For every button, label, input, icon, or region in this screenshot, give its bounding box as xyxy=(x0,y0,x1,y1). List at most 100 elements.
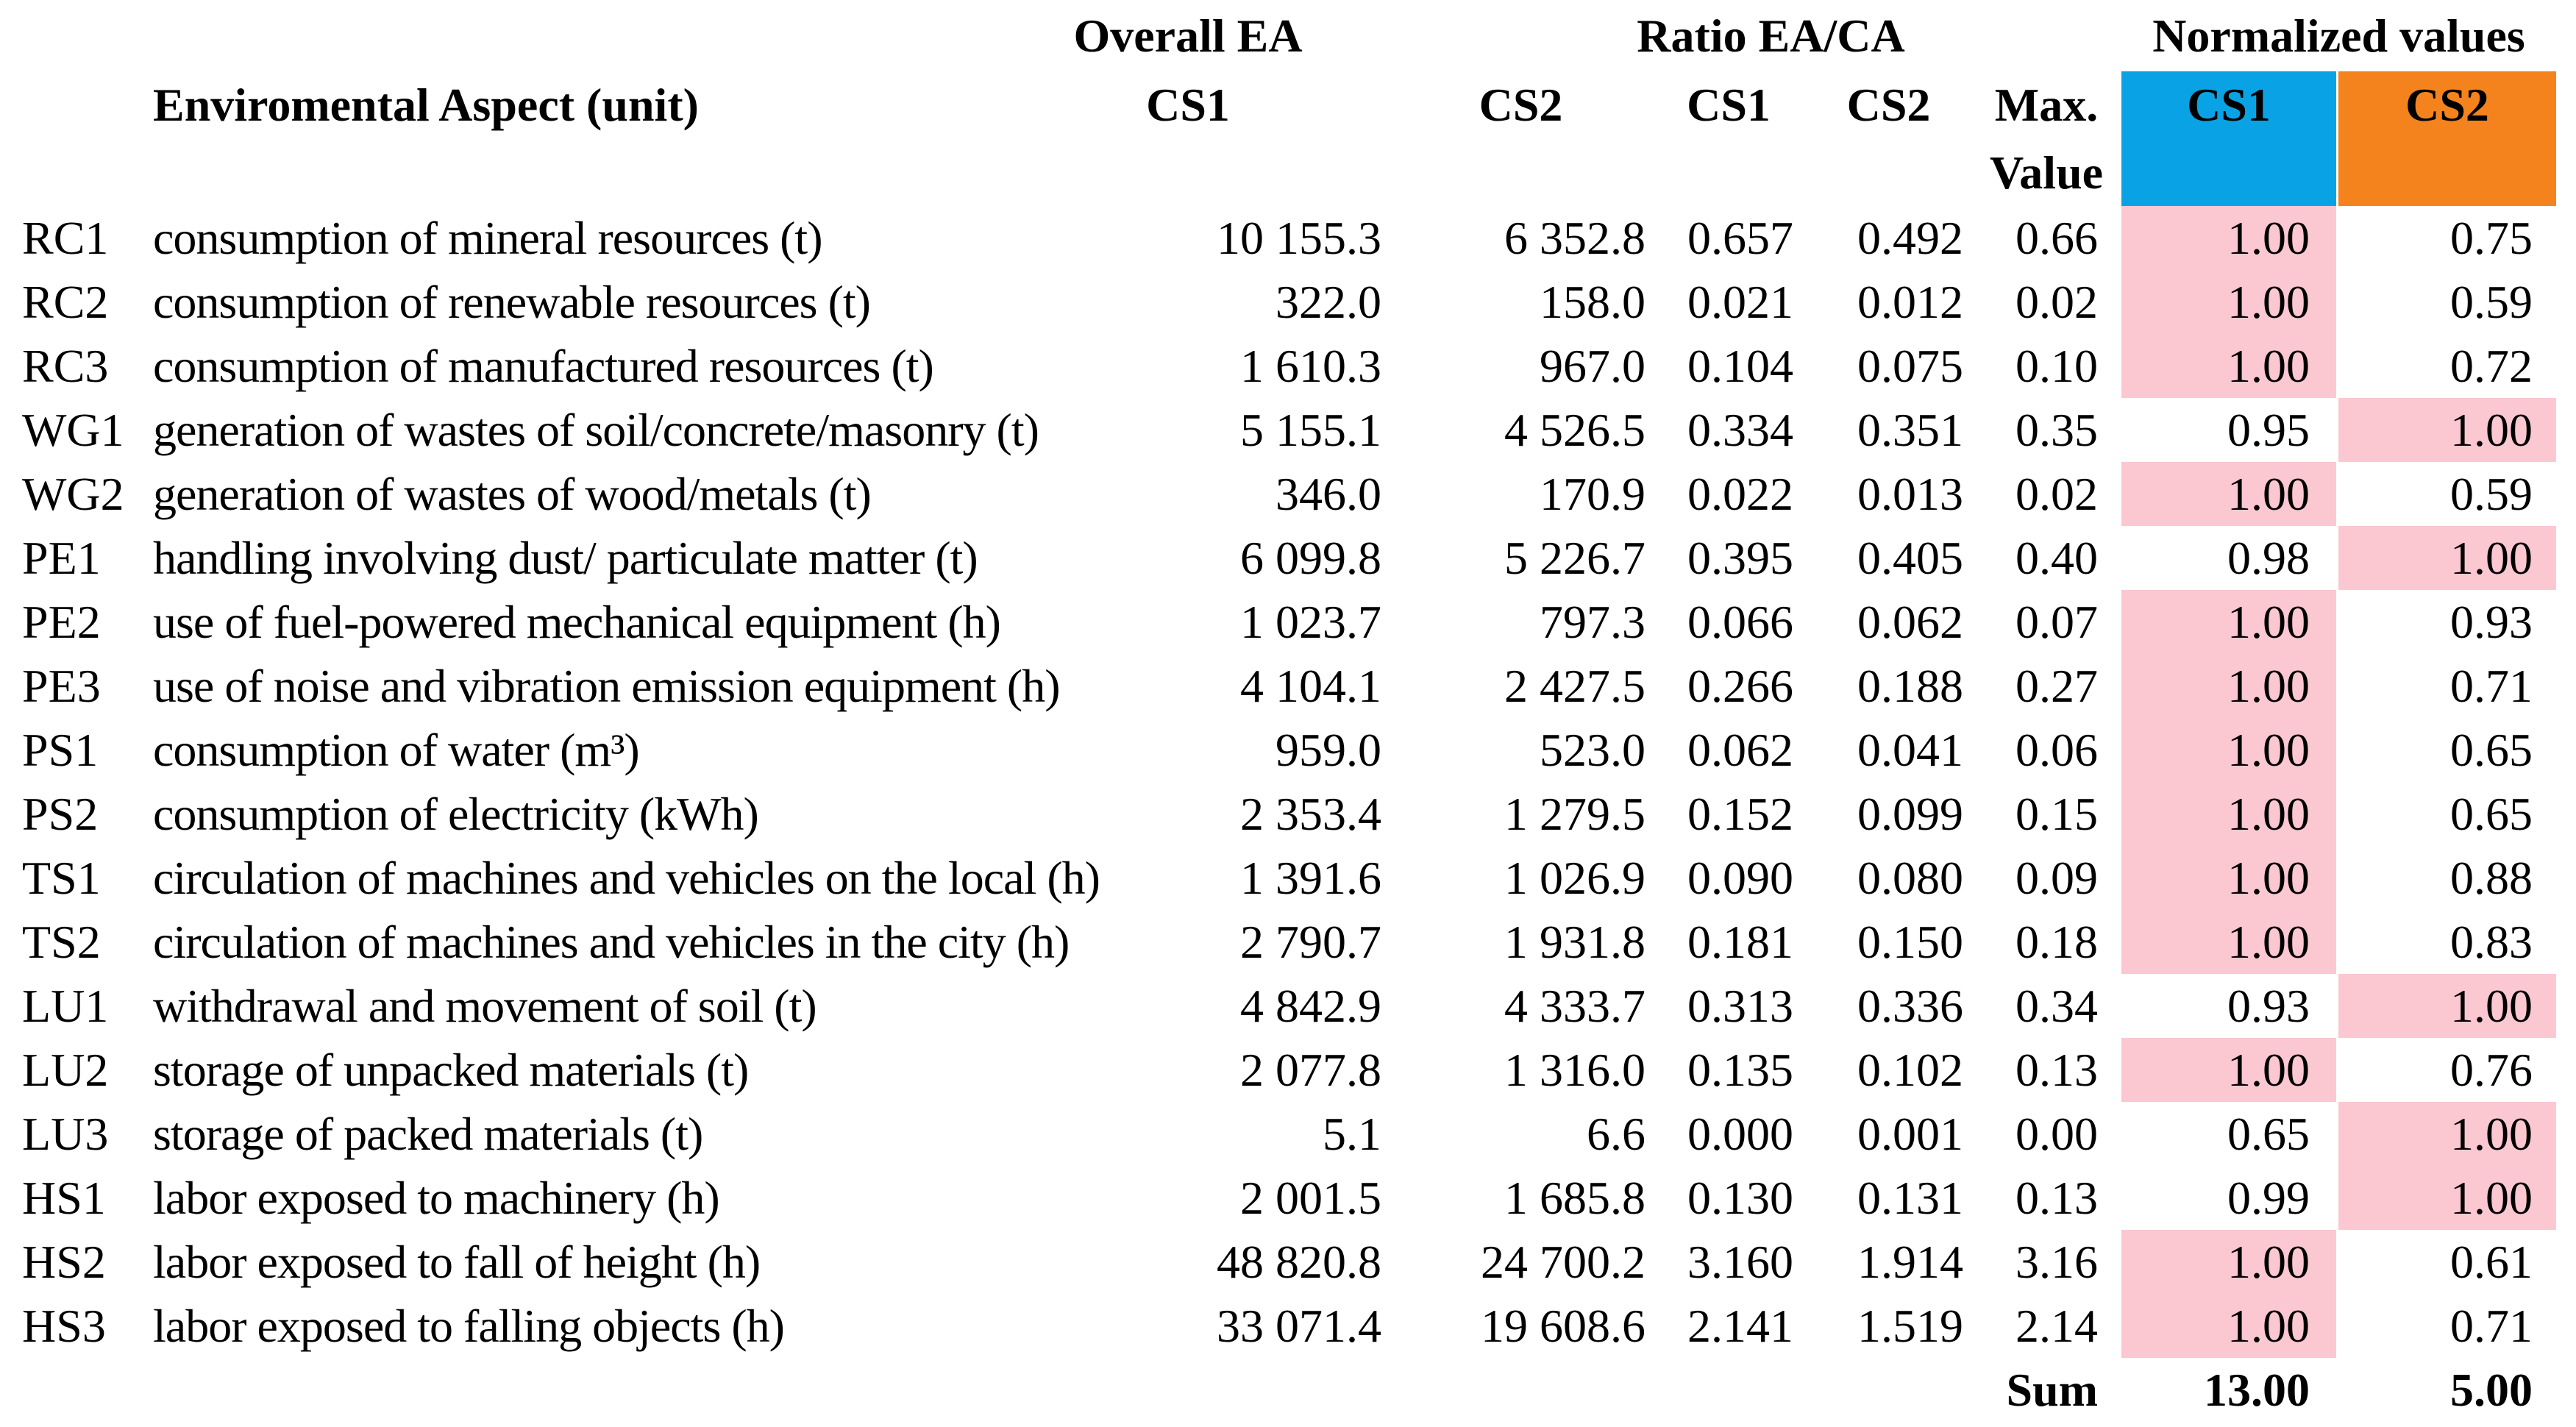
table-row: TS2 circulation of machines and vehicles … xyxy=(0,910,2556,974)
overall-cs1-value: 1 391.6 xyxy=(1240,852,1381,904)
empty-header-cell xyxy=(147,139,986,206)
overall-cs1-value: 2 353.4 xyxy=(1240,788,1381,840)
aspect-label: withdrawal and movement of soil (t) xyxy=(153,980,817,1032)
row-id: RC3 xyxy=(22,340,109,392)
ratio-cs1-value: 0.066 xyxy=(1687,596,1793,648)
table-footer: Sum 13.00 5.00 xyxy=(0,1358,2556,1422)
overall-cs2-value: 1 026.9 xyxy=(1504,852,1645,904)
table-row: HS2 labor exposed to fall of height (h) 48… xyxy=(0,1230,2556,1294)
overall-cs1-value: 1 023.7 xyxy=(1240,596,1381,648)
row-id: RC1 xyxy=(22,212,109,264)
group-header-row: Overall EA Ratio EA/CA Normalized values xyxy=(0,0,2556,71)
table-row: WG1 generation of wastes of soil/concrete… xyxy=(0,398,2556,462)
max-value: 0.18 xyxy=(2015,916,2098,968)
empty-header-cell xyxy=(1390,0,1651,71)
ratio-cs1-value: 2.141 xyxy=(1687,1300,1793,1352)
norm-cs2-value: 1.00 xyxy=(2336,1102,2556,1166)
ratio-cs2-value: 0.336 xyxy=(1857,980,1963,1032)
norm-cs2-value: 0.71 xyxy=(2336,1294,2556,1358)
aspect-label: consumption of water (m³) xyxy=(153,724,640,776)
table-row: LU1 withdrawal and movement of soil (t) 4 … xyxy=(0,974,2556,1038)
row-id: LU2 xyxy=(22,1044,109,1096)
group-normalized-values: Normalized values xyxy=(2152,10,2525,62)
sum-label: Sum xyxy=(2006,1364,2099,1416)
ratio-cs1-value: 0.334 xyxy=(1687,404,1793,456)
table-row: HS3 labor exposed to falling objects (h) 3… xyxy=(0,1294,2556,1358)
norm-cs2-value: 1.00 xyxy=(2336,398,2556,462)
overall-cs1-value: 48 820.8 xyxy=(1217,1236,1381,1288)
max-value: 0.07 xyxy=(2015,596,2098,648)
overall-cs2-value: 24 700.2 xyxy=(1481,1236,1645,1288)
ratio-cs1-header: CS1 xyxy=(1687,79,1771,131)
max-value: 0.10 xyxy=(2015,340,2098,392)
norm-cs2-value: 0.72 xyxy=(2336,334,2556,398)
aspect-label: use of fuel-powered mechanical equipment… xyxy=(153,596,1001,648)
overall-cs2-value: 6.6 xyxy=(1587,1108,1645,1160)
empty-header-cell xyxy=(0,0,986,71)
ratio-cs1-value: 3.160 xyxy=(1687,1236,1793,1288)
ratio-cs2-value: 0.080 xyxy=(1857,852,1963,904)
norm-cs2-value: 1.00 xyxy=(2336,526,2556,590)
overall-cs1-value: 33 071.4 xyxy=(1217,1300,1381,1352)
norm-cs2-value: 0.59 xyxy=(2336,462,2556,526)
table-row: PE3 use of noise and vibration emission e… xyxy=(0,654,2556,718)
overall-cs1-header: CS1 xyxy=(1146,79,1230,131)
overall-cs1-value: 5.1 xyxy=(1323,1108,1381,1160)
norm-cs1-value: 1.00 xyxy=(2121,334,2336,398)
empty-header-cell xyxy=(0,139,147,206)
norm-cs1-value: 1.00 xyxy=(2121,590,2336,654)
overall-cs2-value: 5 226.7 xyxy=(1504,532,1645,584)
row-id: TS1 xyxy=(22,852,101,904)
overall-cs1-value: 2 001.5 xyxy=(1240,1172,1381,1224)
table-row: PE1 handling involving dust/ particulate … xyxy=(0,526,2556,590)
group-ratio-label: Ratio EA/CA xyxy=(1637,10,1905,62)
row-id: PE1 xyxy=(22,532,101,584)
norm-cs1-value: 0.65 xyxy=(2227,1108,2310,1160)
table-row: RC1 consumption of mineral resources (t) 1… xyxy=(0,206,2556,270)
aspect-label: labor exposed to falling objects (h) xyxy=(153,1300,785,1352)
overall-cs2-value: 1 316.0 xyxy=(1504,1044,1645,1096)
norm-cs2-value: 0.71 xyxy=(2336,654,2556,718)
ratio-cs1-value: 0.000 xyxy=(1687,1108,1793,1160)
empty-header-cell xyxy=(986,139,1390,206)
aspect-label: use of noise and vibration emission equi… xyxy=(153,660,1061,712)
max-value-header-line1: Max. xyxy=(1994,79,2099,131)
row-id: LU3 xyxy=(22,1108,109,1160)
max-value: 0.27 xyxy=(2015,660,2098,712)
row-id: HS3 xyxy=(22,1300,106,1352)
aspect-label: labor exposed to fall of height (h) xyxy=(153,1236,761,1288)
empty-header-cell xyxy=(0,71,147,139)
overall-cs2-value: 4 526.5 xyxy=(1504,404,1645,456)
norm-cs1-value: 1.00 xyxy=(2121,206,2336,270)
sum-norm-cs2: 5.00 xyxy=(2336,1358,2556,1422)
ratio-cs2-value: 1.914 xyxy=(1857,1236,1963,1288)
row-id: TS2 xyxy=(22,916,101,968)
empty-header-cell xyxy=(1390,139,1651,206)
table-row: HS1 labor exposed to machinery (h) 2 001.5… xyxy=(0,1166,2556,1230)
overall-cs2-value: 797.3 xyxy=(1540,596,1645,648)
aspect-label: circulation of machines and vehicles in … xyxy=(153,916,1070,968)
norm-cs1-value: 1.00 xyxy=(2121,270,2336,334)
aspect-label: consumption of mineral resources (t) xyxy=(153,212,823,264)
empty-header-cell xyxy=(1971,0,2121,71)
sum-row: Sum 13.00 5.00 xyxy=(0,1358,2556,1422)
norm-cs1-value: 0.99 xyxy=(2227,1172,2310,1224)
norm-cs1-value: 0.98 xyxy=(2227,532,2310,584)
ratio-cs2-value: 0.099 xyxy=(1857,788,1963,840)
max-value: 0.02 xyxy=(2015,276,2098,328)
ratio-cs1-value: 0.395 xyxy=(1687,532,1793,584)
norm-cs1-header: CS1 xyxy=(2121,71,2336,206)
overall-cs1-value: 959.0 xyxy=(1275,724,1381,776)
max-value: 0.66 xyxy=(2015,212,2098,264)
overall-cs1-value: 4 104.1 xyxy=(1240,660,1381,712)
overall-cs2-value: 967.0 xyxy=(1540,340,1645,392)
row-id: WG2 xyxy=(22,468,124,520)
row-id: WG1 xyxy=(22,404,124,456)
max-value: 0.06 xyxy=(2015,724,2098,776)
ratio-cs1-value: 0.135 xyxy=(1687,1044,1793,1096)
norm-cs2-value: 0.65 xyxy=(2336,782,2556,846)
aspect-label: storage of packed materials (t) xyxy=(153,1108,703,1160)
overall-cs2-value: 2 427.5 xyxy=(1504,660,1645,712)
